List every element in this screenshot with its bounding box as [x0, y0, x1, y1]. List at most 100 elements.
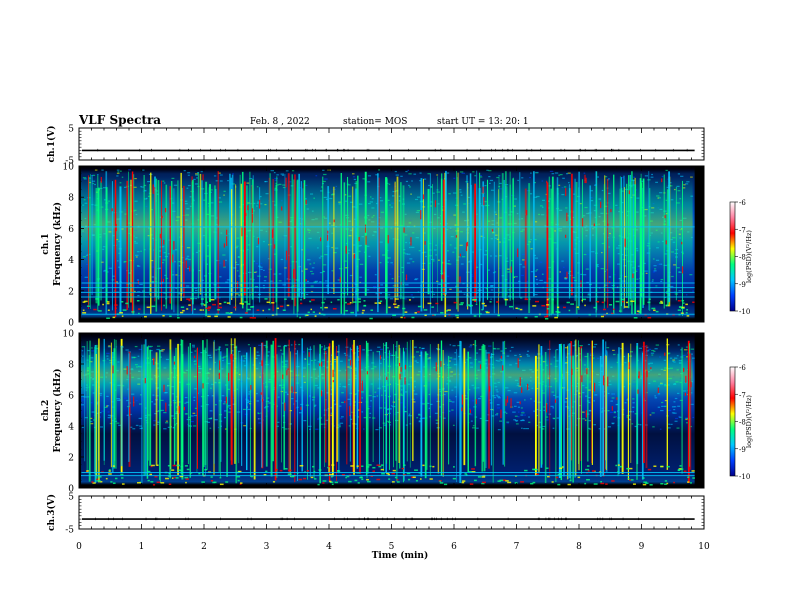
- psd-speckle: [535, 270, 537, 272]
- low-band-speckle: [461, 481, 465, 484]
- psd-speckle: [416, 417, 419, 419]
- low-band-speckle: [651, 307, 656, 310]
- low-band-speckle: [205, 307, 209, 310]
- low-band-speckle: [329, 480, 332, 483]
- low-band-speckle: [107, 309, 110, 312]
- low-band-speckle: [99, 481, 103, 483]
- low-band-speckle: [171, 469, 175, 471]
- low-band-speckle: [199, 309, 202, 311]
- psd-speckle: [534, 293, 538, 296]
- psd-peak: [521, 387, 523, 393]
- low-band-speckle: [284, 298, 287, 300]
- psd-speckle: [692, 416, 695, 419]
- psd-speckle: [264, 276, 267, 278]
- psd-speckle: [310, 285, 314, 287]
- psd-speckle: [367, 175, 372, 177]
- psd-peak: [435, 362, 437, 372]
- low-band-speckle: [460, 302, 464, 304]
- psd-peak: [226, 229, 228, 235]
- low-band-speckle: [429, 478, 433, 480]
- low-band-speckle: [403, 316, 406, 319]
- psd-speckle: [673, 412, 677, 414]
- low-band-speckle: [312, 311, 316, 313]
- psd-speckle: [671, 275, 674, 278]
- low-band-speckle: [681, 299, 685, 302]
- low-band-speckle: [576, 306, 579, 308]
- psd-speckle: [422, 416, 426, 419]
- low-band-speckle: [524, 298, 529, 301]
- low-band-speckle: [611, 480, 615, 482]
- low-band-speckle: [414, 312, 417, 314]
- psd-peak: [161, 215, 163, 219]
- psd-speckle: [476, 427, 479, 429]
- psd-speckle: [87, 350, 90, 352]
- psd-peak: [245, 212, 247, 216]
- psd-speckle: [194, 407, 198, 409]
- low-band-speckle: [473, 299, 477, 301]
- low-band-speckle: [456, 316, 459, 319]
- ch1-waveform-panel: 5 -5 ch.1(V): [46, 125, 705, 167]
- low-band-speckle: [660, 302, 664, 304]
- y-axis-label: ch.2: [41, 400, 51, 421]
- psd-peak: [129, 407, 131, 417]
- low-band-speckle: [172, 464, 177, 467]
- psd-speckle: [167, 426, 171, 428]
- psd-peak: [353, 253, 356, 259]
- psd-speckle: [490, 289, 494, 291]
- low-band-speckle: [655, 310, 659, 313]
- psd-speckle: [209, 410, 213, 412]
- low-band-speckle: [647, 468, 652, 471]
- psd-speckle: [281, 402, 284, 404]
- psd-speckle: [645, 272, 648, 274]
- low-band-speckle: [184, 476, 189, 479]
- psd-speckle: [170, 415, 174, 417]
- psd-speckle: [379, 348, 383, 350]
- psd-peak: [565, 234, 567, 238]
- psd-speckle: [98, 416, 102, 418]
- psd-speckle: [661, 175, 664, 178]
- low-band-speckle: [226, 302, 230, 304]
- low-band-speckle: [264, 298, 268, 300]
- low-band-speckle: [687, 476, 690, 479]
- psd-speckle: [683, 349, 688, 351]
- psd-peak: [285, 177, 287, 188]
- psd-speckle: [350, 348, 353, 351]
- psd-speckle: [229, 408, 231, 410]
- psd-speckle: [301, 270, 303, 272]
- psd-speckle: [116, 169, 120, 171]
- psd-speckle: [652, 426, 655, 428]
- psd-peak: [333, 219, 335, 223]
- psd-speckle: [582, 274, 587, 276]
- low-band-speckle: [666, 465, 670, 468]
- low-band-speckle: [247, 308, 251, 311]
- psd-peak: [646, 370, 648, 378]
- low-band-speckle: [380, 464, 384, 466]
- psd-speckle: [644, 270, 648, 272]
- psd-peak: [638, 375, 640, 379]
- psd-speckle: [254, 286, 259, 288]
- psd-speckle: [91, 350, 95, 352]
- psd-speckle: [572, 277, 576, 279]
- psd-peak: [237, 281, 239, 290]
- low-band-speckle: [112, 316, 116, 319]
- psd-peak: [293, 269, 295, 279]
- psd-speckle: [521, 410, 525, 413]
- psd-speckle: [385, 347, 389, 349]
- low-band-speckle: [568, 309, 571, 312]
- x-tick-label: 6: [451, 542, 457, 552]
- psd-peak: [321, 361, 323, 367]
- psd-speckle: [112, 275, 116, 277]
- low-band-speckle: [411, 316, 415, 319]
- psd-speckle: [580, 273, 583, 276]
- psd-peak: [112, 365, 114, 374]
- psd-speckle: [215, 349, 218, 351]
- low-band-speckle: [582, 298, 586, 301]
- psd-speckle: [280, 349, 282, 351]
- low-band-speckle: [369, 317, 373, 320]
- low-band-speckle: [453, 466, 455, 468]
- low-band-speckle: [406, 472, 411, 475]
- psd-speckle: [138, 348, 142, 351]
- psd-speckle: [116, 172, 120, 174]
- psd-speckle: [445, 275, 450, 277]
